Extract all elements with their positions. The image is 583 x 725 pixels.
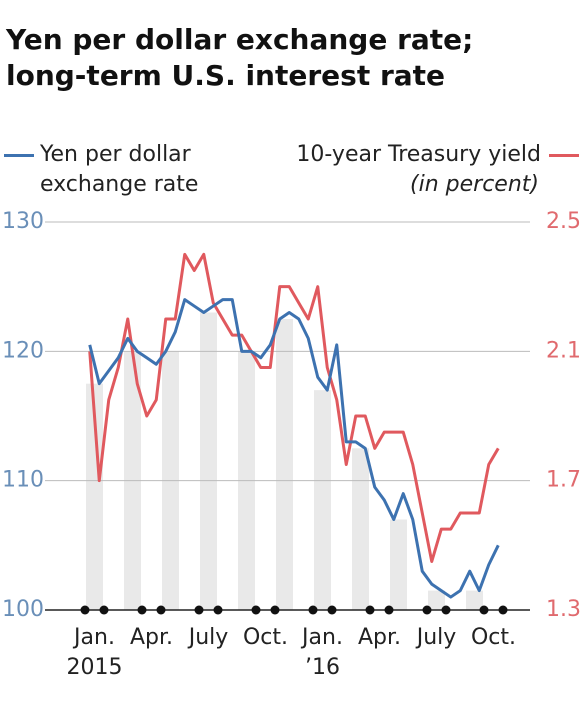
legend-label: Yen per dollar exchange rate xyxy=(40,142,199,197)
tick-dot xyxy=(80,605,90,615)
month-band xyxy=(314,390,331,610)
tick-dot xyxy=(137,605,147,615)
series-line xyxy=(88,252,500,563)
tick-dot xyxy=(479,605,489,615)
tick-dot xyxy=(99,605,109,615)
legend-swatch xyxy=(4,153,34,157)
x-tick-label: July xyxy=(187,625,229,650)
y2-axis-label: (in percent) xyxy=(410,172,539,197)
month-band xyxy=(390,519,407,610)
month-band xyxy=(428,590,445,610)
tick-dot xyxy=(441,605,451,615)
series-line xyxy=(88,298,500,599)
tick-dot xyxy=(365,605,375,615)
y2-tick-label: 2.1 xyxy=(546,338,581,363)
tick-dot xyxy=(270,605,280,615)
tick-dot xyxy=(308,605,318,615)
month-band xyxy=(352,448,369,610)
y-tick-label: 110 xyxy=(2,468,44,493)
tick-dot xyxy=(156,605,166,615)
x-tick-label: July xyxy=(415,625,457,650)
tick-dot xyxy=(422,605,432,615)
x-year-label: ’16 xyxy=(305,655,340,680)
chart-title: Yen per dollar exchange rate; long-term … xyxy=(6,23,474,92)
y-tick-label: 120 xyxy=(2,338,44,363)
x-tick-label: Apr. xyxy=(358,625,401,650)
y-tick-label: 100 xyxy=(2,597,44,622)
x-tick-label: Jan. xyxy=(300,625,343,650)
month-band xyxy=(86,383,103,610)
y2-tick-label: 1.3 xyxy=(546,597,581,622)
y-tick-label: 130 xyxy=(2,209,44,234)
x-tick-label: Oct. xyxy=(471,625,516,650)
tick-dot xyxy=(384,605,394,615)
legend-left: Yen per dollar exchange rate xyxy=(0,140,220,200)
x-tick-label: Apr. xyxy=(130,625,173,650)
month-band xyxy=(466,590,483,610)
legend-right: 10-year Treasury yield (in percent) xyxy=(296,140,579,200)
tick-dot xyxy=(213,605,223,615)
x-tick-label: Jan. xyxy=(72,625,115,650)
legend-label: 10-year Treasury yield xyxy=(296,142,541,167)
tick-dot xyxy=(194,605,204,615)
month-band xyxy=(200,312,217,610)
tick-dot xyxy=(251,605,261,615)
y2-tick-label: 2.5 xyxy=(546,209,581,234)
tick-dot xyxy=(327,605,337,615)
x-tick-label: Oct. xyxy=(243,625,288,650)
legend-swatch xyxy=(549,153,579,157)
y2-tick-label: 1.7 xyxy=(546,468,581,493)
x-year-label: 2015 xyxy=(67,655,123,680)
tick-dot xyxy=(498,605,508,615)
month-band xyxy=(276,319,293,610)
